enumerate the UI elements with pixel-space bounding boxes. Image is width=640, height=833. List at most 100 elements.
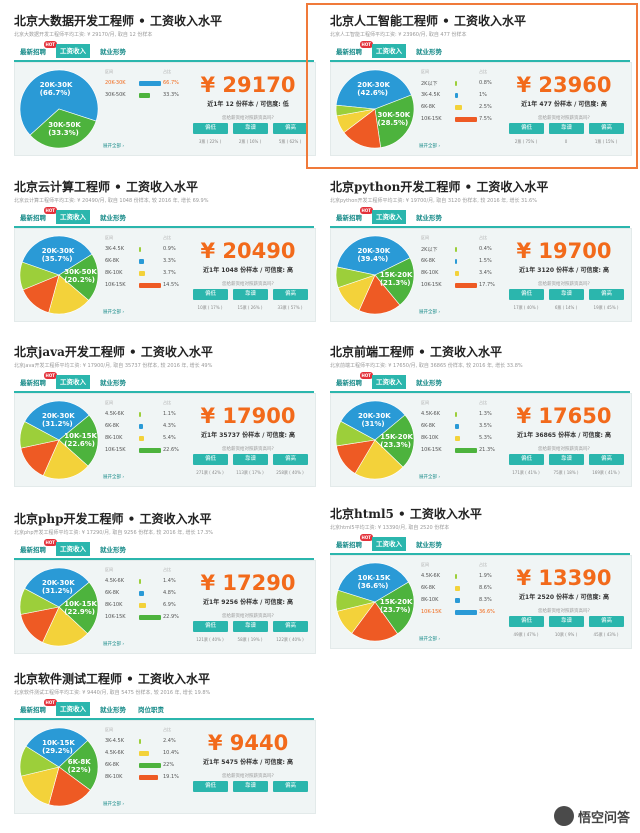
vote-count: 10票 ( 9% ) (554, 632, 578, 637)
vote-fair-button[interactable]: 靠谱 (549, 454, 584, 465)
tab-latest[interactable]: 最新招聘 HOT (20, 539, 57, 554)
tab-trend[interactable]: 就业形势 (100, 48, 126, 56)
salary-summary: ¥ 17900 近1年 35737 份样本 / 可信度: 高 (185, 404, 311, 439)
vote-high-button[interactable]: 偏高 (273, 289, 308, 300)
tab-salary[interactable]: 工资收入 (56, 210, 90, 224)
share-value: 5.4% (163, 435, 176, 441)
share-bar (139, 763, 161, 768)
vote-fair-button[interactable]: 靠谱 (233, 454, 268, 465)
vote-low-button[interactable]: 偏低 (509, 123, 544, 134)
tab-position[interactable]: 岗位职责 (138, 706, 164, 714)
tab-salary[interactable]: 工资收入 (372, 210, 406, 224)
tab-salary[interactable]: 工资收入 (372, 44, 406, 58)
vote-high-button[interactable]: 偏高 (273, 781, 308, 792)
range-label: 6K-8K (421, 423, 436, 429)
expand-all-link[interactable]: 展开全部 › (103, 802, 125, 807)
salary-card: 北京php开发工程师 • 工资收入水平 北京php开发工程师平均工资: ¥ 172… (14, 510, 316, 658)
tab-trend[interactable]: 就业形势 (416, 541, 442, 549)
tab-trend[interactable]: 就业形势 (100, 379, 126, 387)
expand-all-link[interactable]: 展开全部 › (103, 144, 125, 149)
tab-salary[interactable]: 工资收入 (372, 375, 406, 389)
expand-all-link[interactable]: 展开全部 › (103, 475, 125, 480)
vote-fair-button[interactable]: 靠谱 (549, 123, 584, 134)
tab-salary[interactable]: 工资收入 (56, 44, 90, 58)
range-label: 8K-10K (105, 435, 123, 441)
distribution-row: 20K-30K 66.7% (103, 79, 181, 88)
tab-latest[interactable]: 最新招聘 HOT (20, 372, 57, 387)
expand-all-link[interactable]: 展开全部 › (419, 144, 441, 149)
vote-low-button[interactable]: 偏低 (509, 616, 544, 627)
share-bar (139, 424, 144, 429)
expand-all-link[interactable]: 展开全部 › (103, 310, 125, 315)
range-label: 10K-15K (105, 614, 126, 620)
range-label: 8K-10K (421, 597, 439, 603)
vote-low-button[interactable]: 偏低 (193, 781, 228, 792)
tab-trend[interactable]: 就业形势 (100, 546, 126, 554)
tab-trend[interactable]: 就业形势 (100, 706, 126, 714)
range-label: 4.5K-6K (105, 750, 124, 756)
vote-low-button[interactable]: 偏低 (193, 621, 228, 632)
vote-fair-button[interactable]: 靠谱 (233, 289, 268, 300)
vote-fair-button[interactable]: 靠谱 (549, 616, 584, 627)
tab-latest[interactable]: 最新招聘 HOT (336, 372, 373, 387)
vote-fair-button[interactable]: 靠谱 (233, 781, 268, 792)
distribution-row: 6K-8K 22% (103, 761, 181, 770)
expand-all-link[interactable]: 展开全部 › (419, 310, 441, 315)
expand-all-link[interactable]: 展开全部 › (103, 642, 125, 647)
distribution-row: 4.5K-6K 1.4% (103, 577, 181, 586)
vote-low-button[interactable]: 偏低 (509, 289, 544, 300)
vote-high-button[interactable]: 偏高 (273, 454, 308, 465)
tab-salary[interactable]: 工资收入 (56, 702, 90, 716)
tab-bar: 最新招聘 HOT 工资收入 就业形势 (330, 534, 630, 555)
pie-slice (19, 261, 60, 291)
tab-salary[interactable]: 工资收入 (56, 542, 90, 556)
vote-prompt: 您给薪资给对照薪资高吗? (222, 282, 274, 287)
vote-low-button[interactable]: 偏低 (193, 123, 228, 134)
tab-salary[interactable]: 工资收入 (372, 537, 406, 551)
range-header: 区间 (421, 400, 429, 405)
vote-count: 0 (564, 139, 568, 144)
vote-fair-button[interactable]: 靠谱 (233, 123, 268, 134)
tab-latest[interactable]: 最新招聘 HOT (336, 534, 373, 549)
share-bar (139, 271, 145, 276)
tab-salary[interactable]: 工资收入 (56, 375, 90, 389)
share-bar (455, 436, 461, 441)
vote-low-button[interactable]: 偏低 (193, 289, 228, 300)
tab-trend[interactable]: 就业形势 (416, 214, 442, 222)
vote-low-button[interactable]: 偏低 (509, 454, 544, 465)
vote-high-button[interactable]: 偏高 (273, 621, 308, 632)
distribution-row: 8K-10K 19.1% (103, 773, 181, 782)
vote-high-button[interactable]: 偏高 (589, 616, 624, 627)
share-value: 22.6% (163, 447, 179, 453)
share-header: 占比 (479, 235, 487, 240)
vote-count: 3票 ( 22% ) (198, 139, 222, 144)
vote-high-button[interactable]: 偏高 (589, 454, 624, 465)
vote-low-button[interactable]: 偏低 (193, 454, 228, 465)
tab-bar: 最新招聘 HOT 工资收入 就业形势 (14, 41, 314, 62)
vote-fair-button[interactable]: 靠谱 (233, 621, 268, 632)
distribution-row: 6K-8K 3.3% (103, 257, 181, 266)
vote-buttons: 偏低 靠谱 偏高 (193, 123, 309, 135)
vote-high-button[interactable]: 偏高 (589, 123, 624, 134)
tab-latest[interactable]: 最新招聘 HOT (336, 207, 373, 222)
tab-trend[interactable]: 就业形势 (416, 48, 442, 56)
expand-all-link[interactable]: 展开全部 › (419, 637, 441, 642)
vote-buttons: 偏低 靠谱 偏高 (193, 621, 309, 633)
share-bar (455, 81, 458, 86)
watermark-text: 悟空问答 (577, 810, 630, 826)
expand-all-link[interactable]: 展开全部 › (419, 475, 441, 480)
vote-prompt: 您给薪资给对照薪资高吗? (222, 774, 274, 779)
share-bar (455, 598, 460, 603)
share-bar (455, 412, 457, 417)
vote-high-button[interactable]: 偏高 (273, 123, 308, 134)
pie-slice-label: 15K-20K (21.3%) (379, 271, 413, 288)
tab-latest[interactable]: 最新招聘 HOT (20, 41, 57, 56)
tab-latest[interactable]: 最新招聘 HOT (20, 207, 57, 222)
tab-trend[interactable]: 就业形势 (100, 214, 126, 222)
tab-latest[interactable]: 最新招聘 HOT (20, 699, 57, 714)
tab-trend[interactable]: 就业形势 (416, 379, 442, 387)
vote-fair-button[interactable]: 靠谱 (549, 289, 584, 300)
vote-high-button[interactable]: 偏高 (589, 289, 624, 300)
sample-size: 近1年 5475 份样本 / 可信度: 高 (203, 759, 293, 766)
tab-latest[interactable]: 最新招聘 HOT (336, 41, 373, 56)
